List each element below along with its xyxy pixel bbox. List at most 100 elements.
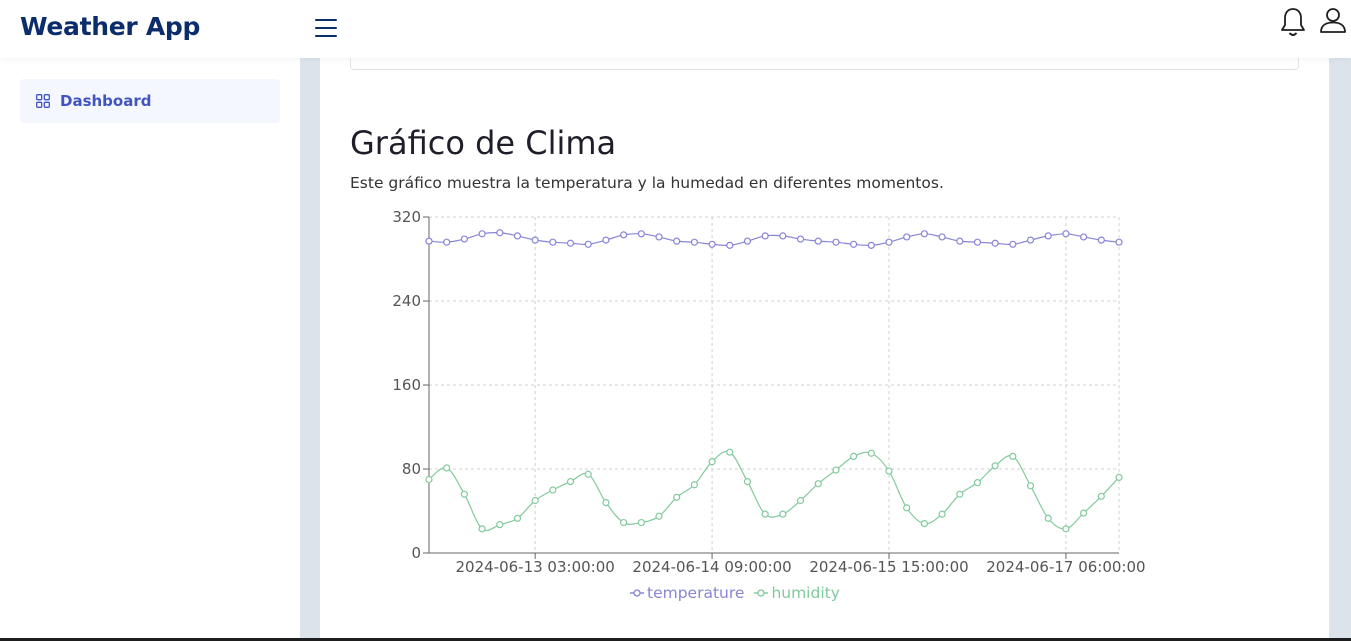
humidity-point-6 — [531, 496, 539, 505]
x-tick-label-1: 2024-06-14 09:00:00 — [632, 558, 791, 575]
legend-item-humidity[interactable]: humidity — [754, 584, 840, 602]
app-title[interactable]: Weather App — [20, 12, 201, 41]
temperature-point-19 — [761, 232, 769, 240]
humidity-point-28 — [920, 519, 928, 528]
humidity-point-1 — [443, 464, 451, 472]
top-bar: Weather App — [0, 0, 1351, 58]
temperature-point-12 — [637, 230, 645, 238]
x-tick-label-3: 2024-06-17 06:00:00 — [986, 558, 1145, 575]
humidity-point-22 — [814, 480, 822, 488]
humidity-point-35 — [1044, 514, 1052, 522]
legend-label-temperature: temperature — [647, 584, 745, 602]
y-tick-label-160: 160 — [392, 376, 421, 394]
page-description: Este gráfico muestra la temperatura y la… — [350, 174, 944, 192]
humidity-point-3 — [478, 525, 486, 533]
temperature-point-33 — [1009, 240, 1017, 248]
x-tick-label-2: 2024-06-15 15:00:00 — [809, 558, 968, 575]
temperature-point-32 — [991, 239, 999, 247]
temperature-point-15 — [690, 238, 698, 246]
humidity-point-14 — [673, 493, 681, 501]
humidity-point-25 — [867, 449, 875, 457]
y-tick-label-240: 240 — [392, 292, 421, 310]
humidity-point-19 — [761, 510, 769, 518]
humidity-point-31 — [973, 479, 982, 487]
chart-legend: temperature humidity — [630, 584, 850, 602]
sidebar: Dashboard — [0, 58, 300, 641]
menu-icon[interactable] — [312, 16, 340, 40]
main-content: Gráfico de Clima Este gráfico muestra la… — [320, 48, 1329, 641]
temperature-point-7 — [549, 238, 557, 246]
temperature-point-14 — [673, 237, 681, 245]
user-icon[interactable] — [1318, 6, 1348, 36]
humidity-point-18 — [743, 478, 752, 486]
legend-label-humidity: humidity — [771, 584, 840, 602]
window-bottom-edge — [0, 638, 1351, 641]
humidity-point-15 — [690, 481, 698, 489]
humidity-point-32 — [991, 462, 999, 470]
temperature-point-31 — [973, 238, 982, 246]
temperature-point-23 — [832, 238, 840, 246]
temperature-point-21 — [796, 235, 805, 243]
temperature-point-25 — [867, 241, 875, 249]
humidity-point-4 — [496, 521, 504, 529]
humidity-point-26 — [885, 467, 893, 475]
weather-line-chart: 0 80 160 240 320 2024-06-13 03:00:00 2024-06-1… — [392, 208, 1145, 575]
humidity-point-9 — [584, 470, 592, 478]
humidity-point-13 — [655, 512, 663, 520]
temperature-point-18 — [743, 237, 752, 245]
temperature-point-5 — [513, 232, 522, 240]
temperature-point-8 — [566, 239, 575, 247]
humidity-point-5 — [513, 514, 522, 522]
humidity-point-11 — [620, 518, 628, 527]
humidity-point-7 — [549, 486, 557, 494]
temperature-point-9 — [584, 240, 592, 248]
series-line-humidity — [428, 450, 1120, 532]
temperature-point-20 — [779, 232, 787, 240]
legend-item-temperature[interactable]: temperature — [630, 584, 744, 602]
temperature-point-2 — [460, 235, 468, 243]
sidebar-item-dashboard[interactable]: Dashboard — [20, 79, 280, 123]
grid-icon — [36, 94, 50, 108]
humidity-point-34 — [1026, 482, 1035, 490]
humidity-point-39 — [1115, 473, 1123, 481]
y-tick-label-0: 0 — [411, 544, 421, 562]
bell-icon[interactable] — [1279, 6, 1307, 38]
temperature-point-13 — [655, 233, 663, 241]
temperature-point-4 — [496, 229, 504, 237]
humidity-point-21 — [796, 496, 805, 505]
temperature-legend-icon — [630, 589, 644, 597]
temperature-point-30 — [956, 237, 964, 245]
previous-card — [350, 48, 1299, 70]
y-tick-label-320: 320 — [392, 208, 421, 226]
temperature-point-26 — [885, 238, 893, 246]
temperature-point-34 — [1026, 236, 1035, 244]
temperature-point-37 — [1080, 233, 1088, 241]
temperature-point-39 — [1115, 238, 1123, 246]
x-tick-label-0: 2024-06-13 03:00:00 — [455, 558, 614, 575]
humidity-point-10 — [602, 499, 610, 507]
temperature-point-16 — [708, 240, 716, 248]
layout-gutter — [300, 58, 320, 641]
page-scrollbar[interactable] — [1329, 58, 1351, 641]
humidity-point-17 — [726, 448, 734, 456]
temperature-point-6 — [531, 236, 539, 244]
page-title: Gráfico de Clima — [350, 124, 617, 162]
humidity-point-38 — [1097, 492, 1105, 500]
temperature-point-0 — [425, 237, 433, 245]
temperature-point-1 — [443, 238, 451, 246]
temperature-point-22 — [814, 237, 822, 245]
humidity-point-12 — [637, 518, 645, 527]
humidity-point-30 — [956, 490, 964, 498]
humidity-legend-icon — [754, 589, 769, 597]
humidity-point-20 — [779, 510, 787, 518]
temperature-point-11 — [620, 231, 628, 239]
humidity-point-0 — [425, 475, 433, 484]
temperature-point-24 — [850, 240, 858, 248]
temperature-point-38 — [1097, 236, 1105, 244]
humidity-point-27 — [903, 504, 911, 512]
series-line-temperature — [428, 232, 1120, 247]
humidity-point-37 — [1080, 509, 1088, 517]
sidebar-item-label: Dashboard — [60, 92, 152, 110]
humidity-point-29 — [938, 510, 946, 518]
temperature-point-27 — [903, 233, 911, 241]
